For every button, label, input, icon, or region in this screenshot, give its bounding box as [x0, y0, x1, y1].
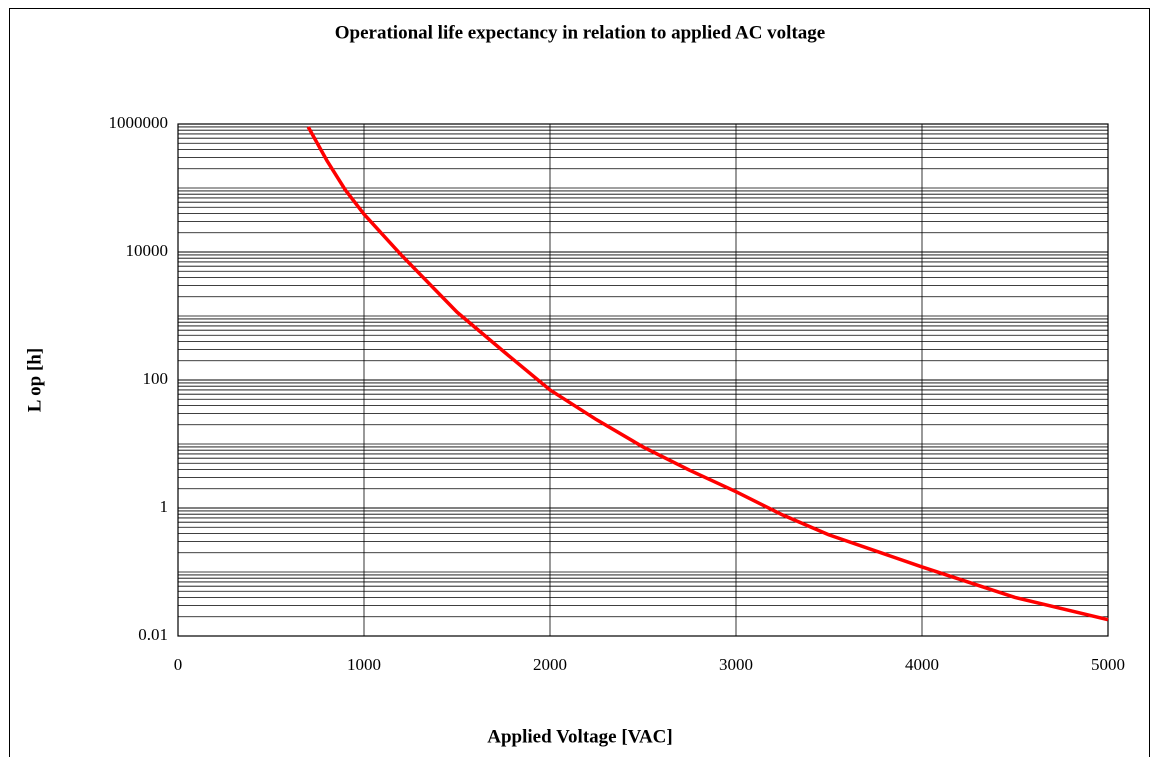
data-line: [306, 126, 1109, 622]
y-tick-label: 1000000: [109, 113, 169, 132]
y-axis-label: L op [h]: [24, 348, 45, 412]
x-tick-label: 5000: [1091, 655, 1125, 674]
x-axis-label: Applied Voltage [VAC]: [487, 726, 672, 747]
plot-frame: [177, 123, 1109, 637]
x-tick-label: 0: [174, 655, 183, 674]
y-tick-label: 0.01: [138, 625, 168, 644]
y-tick-label: 100: [143, 369, 169, 388]
y-tick-label: 1: [160, 497, 169, 516]
chart-frame: [9, 8, 1150, 757]
x-tick-label: 4000: [905, 655, 939, 674]
x-tick-label: 3000: [719, 655, 753, 674]
y-tick-label: 10000: [126, 241, 169, 260]
chart-title: Operational life expectancy in relation …: [335, 22, 825, 43]
x-tick-label: 2000: [533, 655, 567, 674]
x-tick-label: 1000: [347, 655, 381, 674]
